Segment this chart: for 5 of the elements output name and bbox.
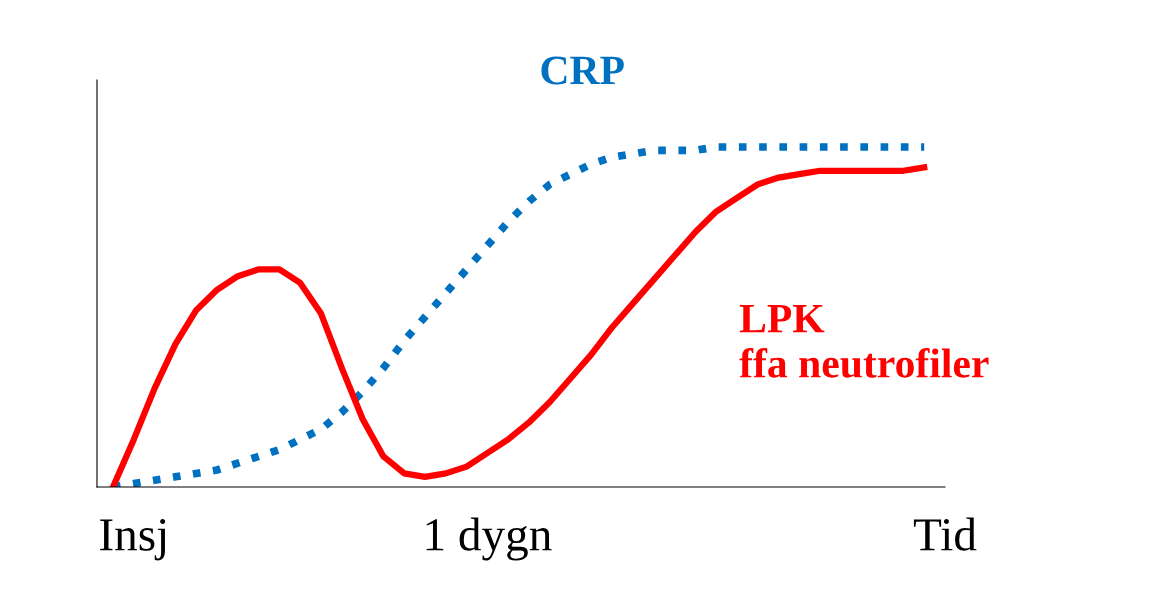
series-label: LPK ffa neutrofiler xyxy=(739,305,989,378)
x-tick-label: Insj xyxy=(100,519,166,561)
series-label: CRP xyxy=(541,56,624,85)
x-tick-label: 1 dygn xyxy=(426,517,552,561)
x-tick-label: Tid xyxy=(913,517,977,551)
